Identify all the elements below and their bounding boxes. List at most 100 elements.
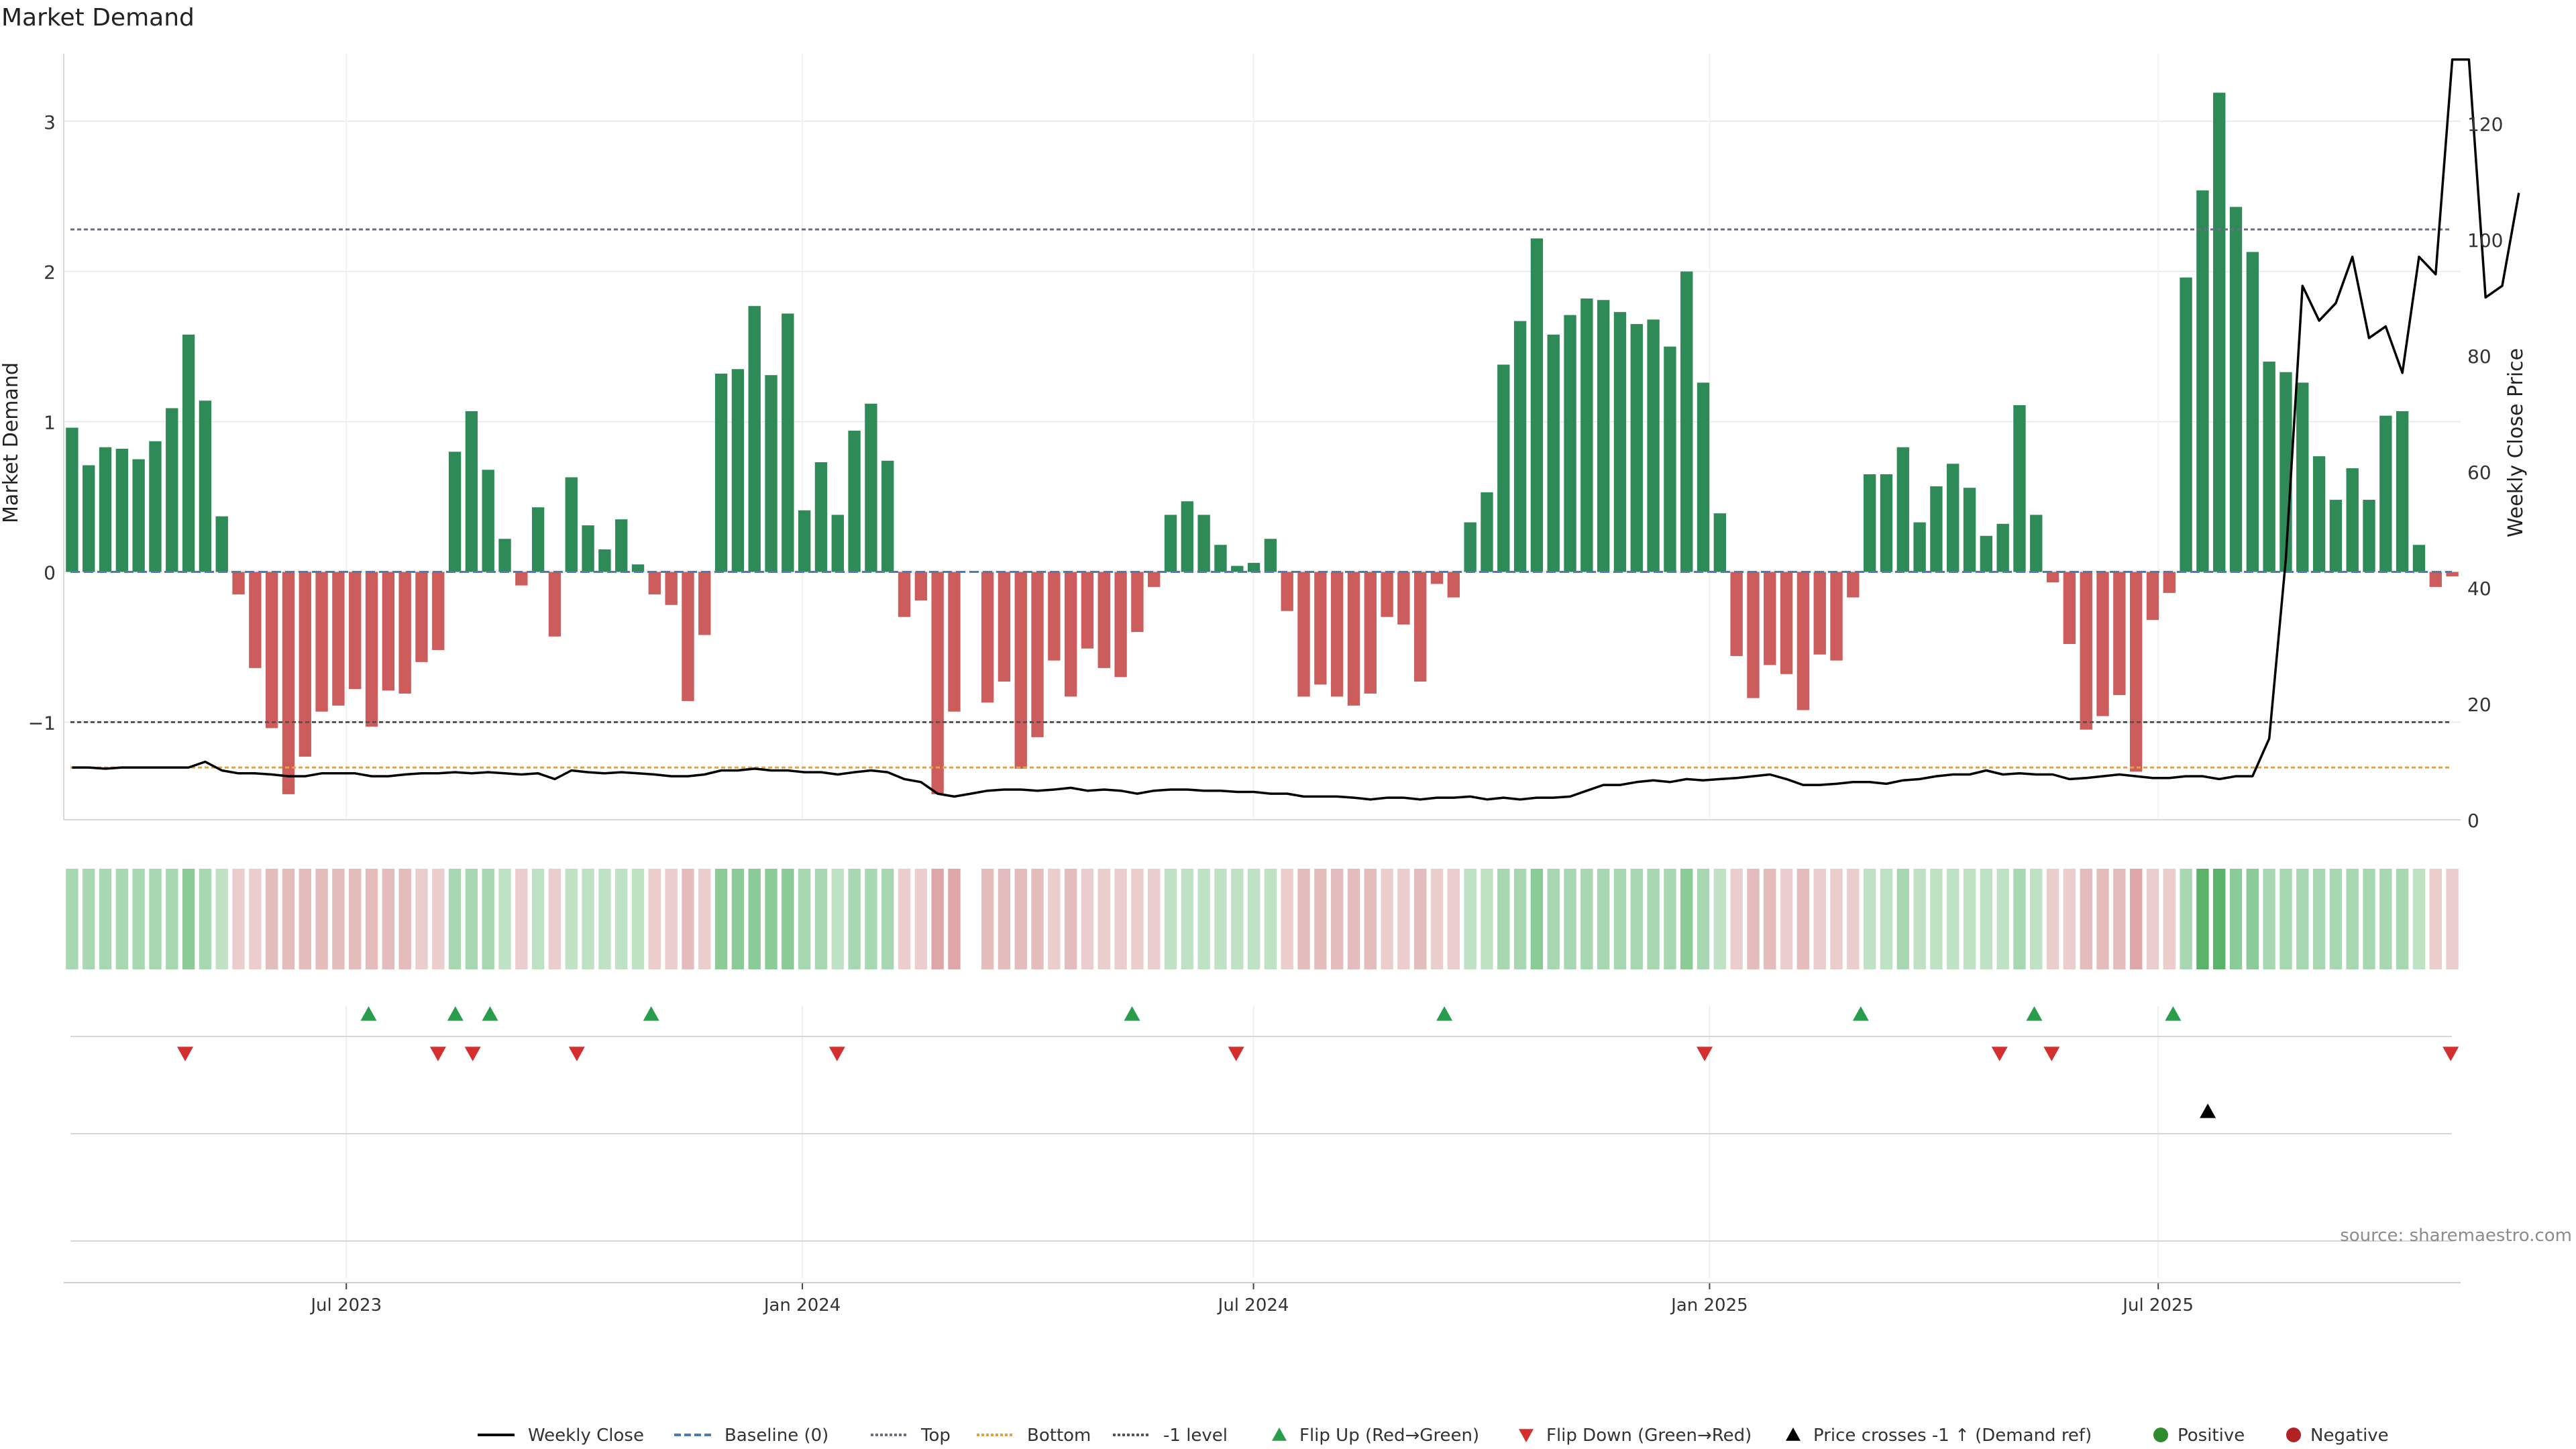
strength-cell [848,869,861,969]
strength-cell [1048,869,1061,969]
strength-cell [132,869,145,969]
demand-bar [1347,572,1360,706]
strength-cell [465,869,478,969]
demand-bar [1081,572,1094,649]
demand-bar [1131,572,1144,633]
strength-cell [1613,869,1627,969]
demand-bar [2329,500,2343,572]
strength-cell [1164,869,1177,969]
demand-bar [1097,572,1110,668]
strength-cell [1530,869,1544,969]
demand-bar [1713,513,1727,572]
strength-cell [2446,869,2459,969]
strength-cell [1097,869,1110,969]
demand-bar [166,408,178,572]
strength-cell [265,869,278,969]
strength-cell [648,869,661,969]
strength-cell [1547,869,1560,969]
price-line-layer [72,58,2520,801]
demand-bar [1796,572,1810,710]
legend-swatch [2153,1428,2168,1442]
strength-cell [315,869,328,969]
demand-bar [2146,572,2159,621]
demand-bar [1896,447,1909,572]
demand-bar [1197,515,1210,572]
event-markers [177,1006,2459,1118]
strength-cell [1197,869,1210,969]
grid-layer [64,54,2461,1278]
strength-cell [1796,869,1810,969]
strength-cell [531,869,545,969]
strength-cell [2046,869,2059,969]
strength-cell [1397,869,1410,969]
demand-bar [2312,456,2326,572]
demand-bar [2030,515,2043,572]
strength-cell [2196,869,2209,969]
demand-bar [1913,522,1926,572]
strength-cell [1647,869,1660,969]
flip-up-marker [447,1006,464,1021]
strength-cell [2329,869,2343,969]
demand-bar [731,369,745,572]
strength-cell [1364,869,1377,969]
demand-bar [698,572,711,635]
flip-down-marker [2043,1046,2060,1061]
strength-cell [249,869,262,969]
demand-bar [215,516,228,572]
demand-bar [2229,207,2243,572]
demand-bar [665,572,678,605]
strength-cell [1430,869,1444,969]
strength-cell [1947,869,1960,969]
strength-cell [1996,869,2009,969]
strength-cell [1713,869,1727,969]
strength-cell [1963,869,1976,969]
strength-cell [1414,869,1427,969]
demand-bar [1580,298,1593,572]
demand-bar [1397,572,1410,625]
legend-label: Flip Down (Green→Red) [1546,1426,1752,1446]
demand-bar [1281,572,1293,611]
strength-cell [1664,869,1676,969]
demand-bar [299,572,311,757]
legend-label: Flip Up (Red→Green) [1299,1426,1479,1446]
demand-bar [848,431,861,572]
demand-bar [1830,572,1843,661]
strength-cell [2080,869,2092,969]
demand-bar [565,477,578,572]
y2-tick-label: 20 [2467,694,2491,716]
demand-bar [2346,468,2359,572]
demand-bar [648,572,661,595]
demand-bar [1231,566,1244,572]
strength-cell [1697,869,1710,969]
demand-bar [765,375,777,572]
strength-cell [1630,869,1643,969]
flip-up-marker [2165,1006,2182,1021]
demand-bar [814,462,828,572]
y2-tick-label: 80 [2467,345,2491,368]
demand-bar [748,306,761,572]
demand-bar [615,519,628,572]
strength-cell [1281,869,1293,969]
demand-bar [1164,515,1177,572]
demand-bar [432,572,445,650]
demand-bar [865,403,877,572]
strength-cell [931,869,944,969]
flip-down-marker [1991,1046,2008,1061]
strength-cell [382,869,395,969]
strength-cell [548,869,561,969]
strength-cell [1680,869,1693,969]
strength-cell [1264,869,1277,969]
demand-bar [249,572,262,668]
strength-cell [215,869,228,969]
strength-cell [2263,869,2275,969]
flip-up-marker [1852,1006,1869,1021]
flip-down-marker [568,1046,585,1061]
demand-bar [1264,539,1277,572]
x-tick-label: Jul 2023 [309,1295,382,1316]
strength-cell [349,869,362,969]
strength-cell [2379,869,2392,969]
legend-label: Baseline (0) [724,1426,828,1446]
strength-cell [99,869,112,969]
strength-cell [2129,869,2143,969]
demand-bar [1464,522,1477,572]
